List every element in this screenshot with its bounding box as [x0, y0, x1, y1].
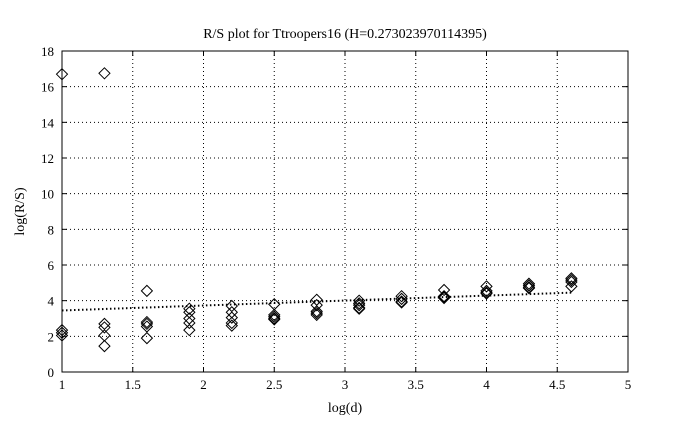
data-point: [55, 329, 69, 342]
data-point: [55, 67, 69, 81]
y-ticks: 0 2 4 6 8 10 12 14 16 18: [41, 44, 628, 380]
x-tick-label: 4: [483, 377, 490, 392]
data-point: [522, 279, 536, 292]
fit-line-layer: [61, 291, 572, 312]
data-point: [480, 284, 493, 298]
data-point: [225, 299, 239, 313]
data-point: [480, 287, 493, 300]
x-ticks: 1 1.5 2 2.5 3 3.5 4 4.5 5: [59, 51, 632, 392]
y-axis-label: log(R/S): [13, 187, 28, 236]
chart-title: R/S plot for Ttroopers16 (H=0.2730239701…: [203, 27, 487, 42]
data-point: [522, 281, 536, 294]
x-tick-label: 3: [342, 377, 349, 392]
data-point: [437, 291, 451, 305]
data-point: [565, 272, 578, 285]
data-point: [140, 315, 154, 329]
x-axis-label: log(d): [328, 401, 363, 416]
data-point: [225, 311, 239, 324]
x-tick-label: 1.5: [125, 377, 141, 392]
data-point: [225, 316, 239, 330]
data-point: [55, 326, 69, 339]
data-point: [565, 280, 578, 293]
data-point: [140, 317, 154, 331]
data-point: [437, 283, 451, 297]
data-point: [183, 323, 196, 337]
data-point: [310, 308, 323, 322]
data-point: [183, 302, 196, 315]
data-point: [352, 297, 366, 310]
data-point: [98, 329, 111, 342]
x-tick-label: 3.5: [408, 377, 424, 392]
data-point: [565, 273, 578, 287]
y-tick-label: 0: [48, 365, 55, 380]
data-point: [480, 286, 493, 299]
x-tick-label: 1: [59, 377, 66, 392]
data-point: [225, 319, 239, 332]
x-tick-label: 2.5: [266, 377, 282, 392]
y-tick-label: 16: [41, 80, 55, 95]
data-point: [352, 294, 366, 307]
data-point: [352, 298, 366, 312]
data-point: [395, 290, 408, 303]
data-point: [310, 305, 323, 318]
y-tick-label: 6: [48, 258, 55, 273]
data-point: [268, 308, 281, 322]
data-point: [480, 280, 493, 293]
y-tick-label: 4: [48, 294, 55, 309]
y-tick-label: 10: [41, 187, 54, 202]
data-point: [98, 67, 111, 80]
data-point: [395, 296, 408, 309]
fit-line: [61, 291, 572, 312]
data-point: [522, 277, 536, 290]
y-tick-label: 8: [48, 222, 55, 237]
data-point: [183, 316, 196, 330]
data-point: [395, 295, 408, 308]
data-point: [140, 284, 154, 298]
data-point: [437, 290, 451, 304]
data-point: [437, 290, 451, 303]
data-point: [98, 339, 111, 353]
data-point: [183, 306, 196, 319]
x-tick-label: 4.5: [549, 377, 565, 392]
data-point: [55, 323, 69, 337]
data-point: [310, 306, 323, 320]
x-tick-label: 5: [625, 377, 632, 392]
data-point: [98, 321, 111, 334]
y-tick-label: 14: [41, 115, 55, 130]
data-point: [522, 281, 536, 295]
data-point: [140, 331, 154, 345]
data-point: [352, 301, 366, 315]
data-points: [55, 67, 578, 353]
y-tick-label: 12: [41, 151, 54, 166]
data-point: [268, 312, 281, 325]
data-point: [268, 313, 281, 326]
y-tick-label: 18: [41, 44, 54, 59]
data-point: [268, 310, 281, 323]
data-point: [352, 302, 366, 315]
x-tick-label: 2: [200, 377, 207, 392]
data-point: [98, 317, 111, 331]
data-point: [310, 298, 323, 312]
data-point: [395, 292, 408, 306]
data-point: [565, 275, 578, 289]
y-tick-label: 2: [48, 329, 55, 344]
grid: [62, 51, 628, 372]
